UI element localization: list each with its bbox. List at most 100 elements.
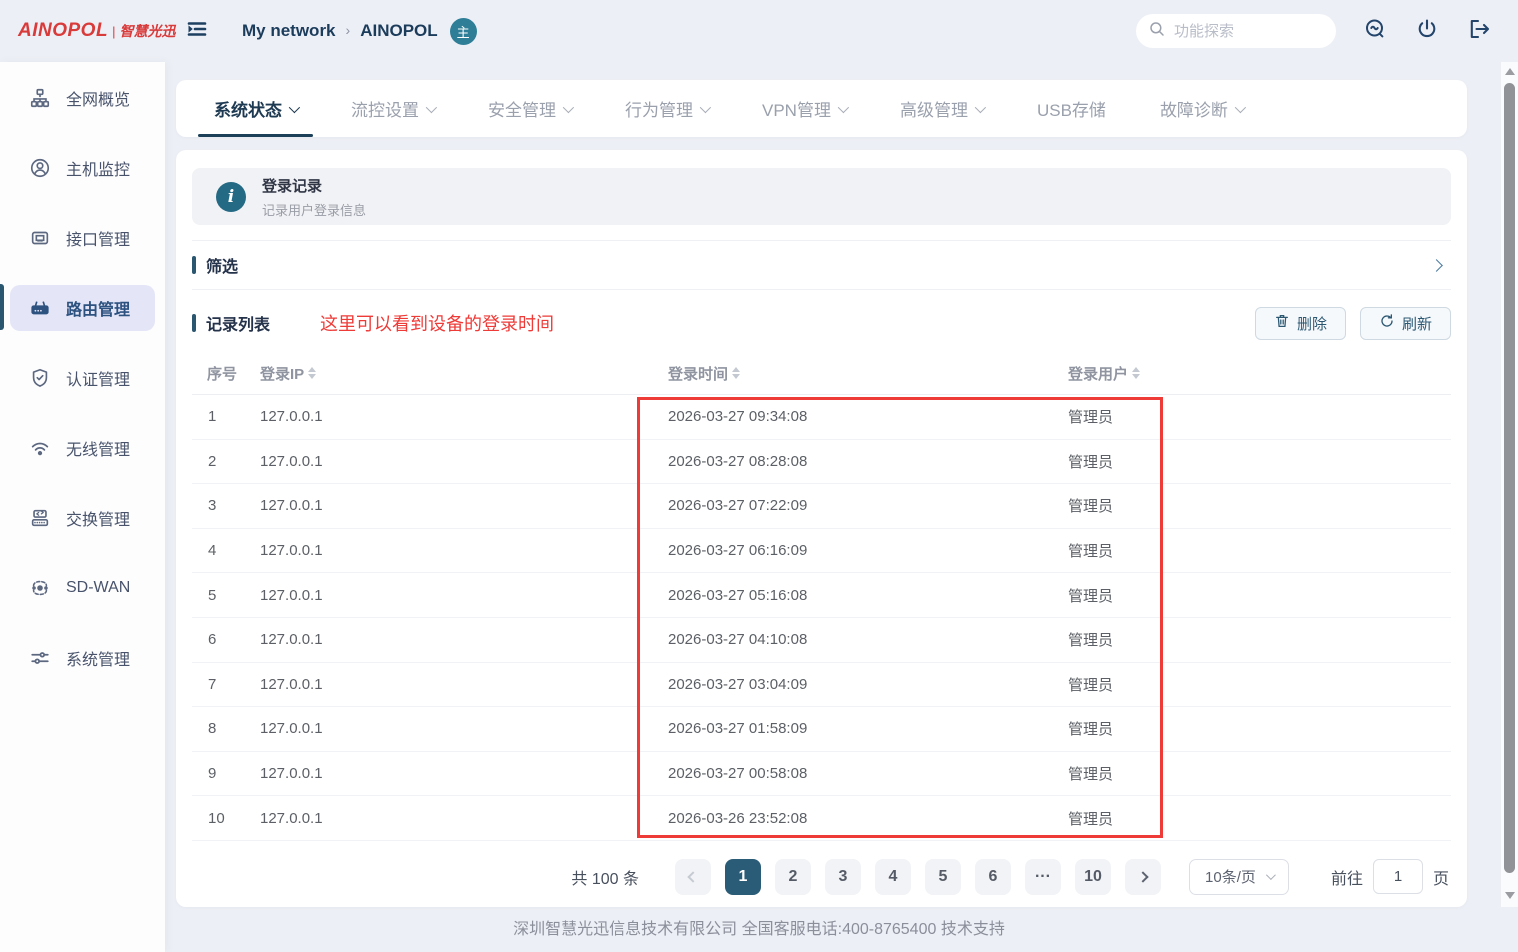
chevron-down-icon <box>699 101 712 113</box>
cell-time: 2026-03-27 07:22:09 <box>668 497 808 515</box>
tab-advanced[interactable]: 高级管理 <box>892 80 991 137</box>
sidebar-item-sdwan[interactable]: SD-WAN <box>10 565 155 611</box>
cell-time: 2026-03-27 09:34:08 <box>668 408 808 426</box>
table-row: 3 127.0.0.1 2026-03-27 07:22:09 管理员 <box>192 484 1451 529</box>
logo-subtext: 智慧光迅 <box>119 23 176 39</box>
table-row: 7 127.0.0.1 2026-03-27 03:04:09 管理员 <box>192 663 1451 708</box>
function-search[interactable] <box>1136 14 1336 48</box>
cell-user: 管理员 <box>1068 409 1114 427</box>
page-button-3[interactable]: 3 <box>824 858 861 895</box>
sidebar-toggle-button[interactable] <box>180 14 214 48</box>
sidebar-item-interface[interactable]: 接口管理 <box>10 215 155 261</box>
tab-security[interactable]: 安全管理 <box>480 80 579 137</box>
cell-no: 9 <box>208 765 217 783</box>
sidebar-item-label: 主机监控 <box>66 162 131 179</box>
sort-icon[interactable] <box>732 367 741 379</box>
page-button-4[interactable]: 4 <box>874 858 911 895</box>
cell-time: 2026-03-27 08:28:08 <box>668 452 808 470</box>
table-row: 8 127.0.0.1 2026-03-27 01:58:09 管理员 <box>192 707 1451 752</box>
delete-button[interactable]: 删除 <box>1254 306 1346 340</box>
login-record-panel: i 登录记录 记录用户登录信息 筛选 记录列表 这里可以看到设备的登录时间 <box>176 150 1467 907</box>
chevron-down-icon <box>974 101 987 113</box>
cell-time: 2026-03-26 23:52:08 <box>668 809 808 827</box>
sidebar-item-label: 无线管理 <box>66 442 131 459</box>
next-page-button[interactable] <box>1124 858 1161 895</box>
page-button-1[interactable]: 1 <box>724 858 761 895</box>
tab-diagnostics[interactable]: 故障诊断 <box>1152 80 1251 137</box>
cell-ip: 127.0.0.1 <box>260 542 323 560</box>
router-icon <box>28 296 52 320</box>
tab-vpn[interactable]: VPN管理 <box>754 80 854 137</box>
tab-behavior[interactable]: 行为管理 <box>617 80 716 137</box>
pagination: 共 100 条 1 2 3 4 5 6 ··· 10 10条/页 前往 页 <box>192 855 1451 899</box>
cell-no: 7 <box>208 675 217 693</box>
cell-user: 管理员 <box>1068 498 1114 516</box>
red-annotation-text: 这里可以看到设备的登录时间 <box>320 314 555 334</box>
vertical-scrollbar[interactable] <box>1500 62 1518 907</box>
hamburger-icon <box>185 17 209 46</box>
sidebar-item-router[interactable]: 路由管理 <box>10 285 155 331</box>
table-row: 4 127.0.0.1 2026-03-27 06:16:09 管理员 <box>192 529 1451 574</box>
trash-icon <box>1274 313 1290 333</box>
diagnose-button[interactable] <box>1362 18 1388 44</box>
scroll-down-arrow[interactable] <box>1505 892 1515 899</box>
column-header-user[interactable]: 登录用户 <box>1068 363 1451 384</box>
cell-ip: 127.0.0.1 <box>260 809 323 827</box>
sidebar-item-switch[interactable]: 交换管理 <box>10 495 155 541</box>
banner-subtitle: 记录用户登录信息 <box>262 202 367 218</box>
record-list-header: 记录列表 这里可以看到设备的登录时间 删除 刷新 <box>192 305 1451 341</box>
page-button-10[interactable]: 10 <box>1074 858 1111 895</box>
sidebar-item-host-monitor[interactable]: 主机监控 <box>10 145 155 191</box>
power-button[interactable] <box>1414 18 1440 44</box>
cell-ip: 127.0.0.1 <box>260 452 323 470</box>
goto-page-input[interactable] <box>1372 859 1423 895</box>
table-row: 9 127.0.0.1 2026-03-27 00:58:08 管理员 <box>192 752 1451 797</box>
power-icon <box>1415 17 1439 46</box>
search-input[interactable] <box>1174 22 1314 40</box>
sidebar-item-system[interactable]: 系统管理 <box>10 635 155 681</box>
top-header: AINOPOL | 智慧光迅 My network › AINOPOL 主 <box>0 0 1518 62</box>
page-button-5[interactable]: 5 <box>924 858 961 895</box>
cell-no: 6 <box>208 631 217 649</box>
interface-port-icon <box>28 226 52 250</box>
cell-user: 管理员 <box>1068 766 1114 784</box>
sidebar-item-auth[interactable]: 认证管理 <box>10 355 155 401</box>
breadcrumb-current[interactable]: AINOPOL <box>360 21 438 40</box>
tab-label: VPN管理 <box>762 101 831 120</box>
scroll-up-arrow[interactable] <box>1505 68 1515 75</box>
sidebar-item-wireless[interactable]: 无线管理 <box>10 425 155 471</box>
filter-section: 筛选 <box>192 240 1451 290</box>
prev-page-button[interactable] <box>674 858 711 895</box>
tab-label: 流控设置 <box>351 101 419 120</box>
breadcrumb-parent[interactable]: My network <box>242 21 336 40</box>
sidebar-item-network-overview[interactable]: 全网概览 <box>10 75 155 121</box>
table-row: 2 127.0.0.1 2026-03-27 08:28:08 管理员 <box>192 440 1451 485</box>
refresh-button[interactable]: 刷新 <box>1359 306 1451 340</box>
filter-title: 筛选 <box>206 259 239 276</box>
cell-ip: 127.0.0.1 <box>260 586 323 604</box>
chevron-down-icon <box>1265 870 1276 881</box>
sort-icon[interactable] <box>308 367 317 379</box>
tab-flow-control[interactable]: 流控设置 <box>343 80 442 137</box>
cell-ip: 127.0.0.1 <box>260 720 323 738</box>
expand-filter-chevron-icon[interactable] <box>1430 258 1443 272</box>
page-button-2[interactable]: 2 <box>774 858 811 895</box>
cell-user: 管理员 <box>1068 721 1114 739</box>
per-page-select[interactable]: 10条/页 <box>1188 858 1289 895</box>
tab-system-status[interactable]: 系统状态 <box>198 80 313 137</box>
logout-button[interactable] <box>1466 18 1492 44</box>
chevron-down-icon <box>562 101 575 113</box>
cell-no: 3 <box>208 497 217 515</box>
page-button-6[interactable]: 6 <box>974 858 1011 895</box>
scrollbar-thumb[interactable] <box>1504 83 1515 873</box>
tab-usb-storage[interactable]: USB存储 <box>1029 80 1114 137</box>
cell-ip: 127.0.0.1 <box>260 497 323 515</box>
column-header-time[interactable]: 登录时间 <box>668 363 1068 384</box>
cell-user: 管理员 <box>1068 810 1114 828</box>
per-page-value: 10条/页 <box>1205 869 1256 887</box>
page-unit-label: 页 <box>1432 870 1449 888</box>
table-row: 10 127.0.0.1 2026-03-26 23:52:08 管理员 <box>192 796 1451 841</box>
column-header-ip[interactable]: 登录IP <box>260 363 668 384</box>
sort-icon[interactable] <box>1132 367 1141 379</box>
page-ellipsis[interactable]: ··· <box>1024 858 1061 895</box>
